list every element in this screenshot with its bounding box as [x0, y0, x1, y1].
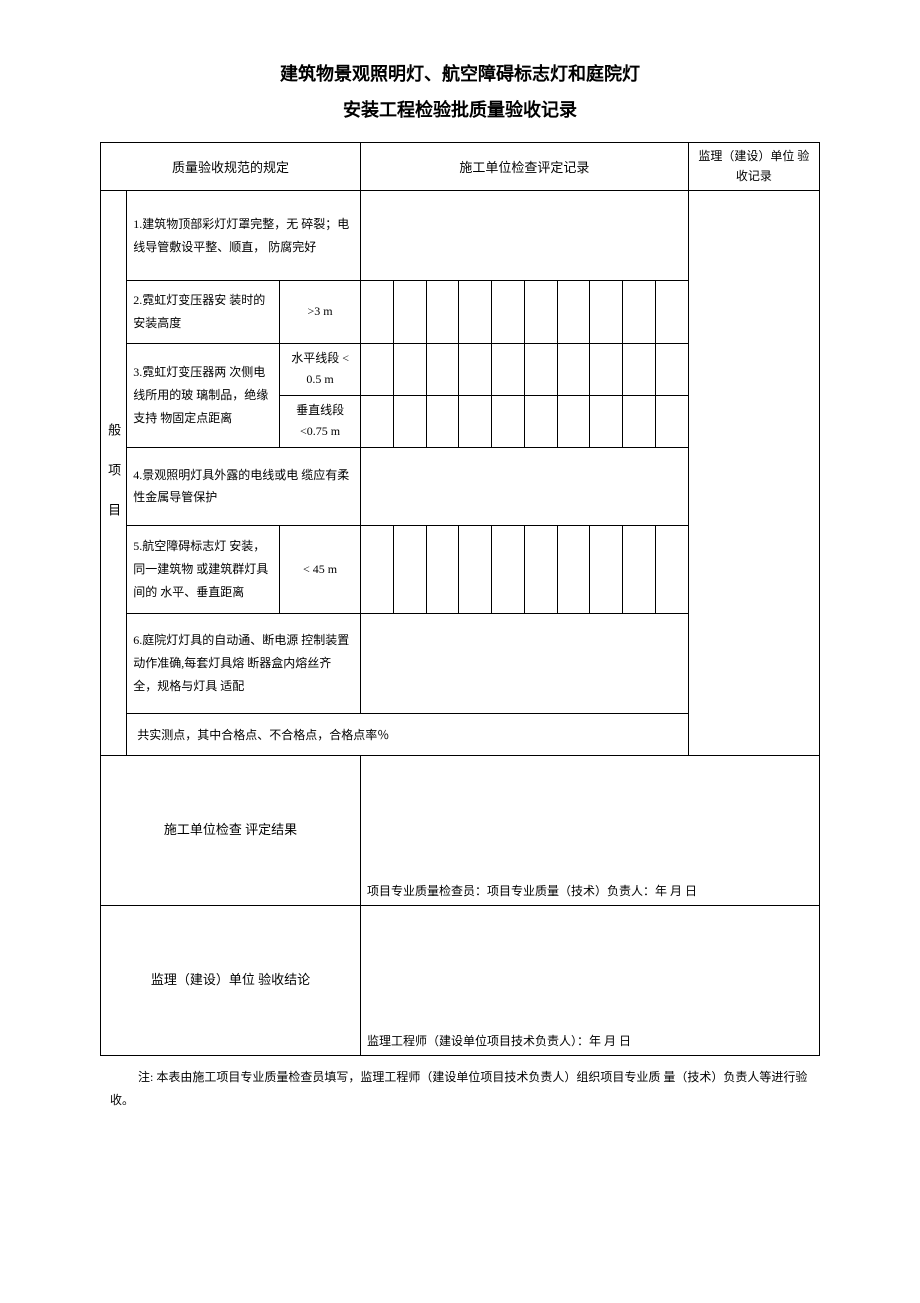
item-5-label: 5.航空障碍标志灯 安装，同一建筑物 或建筑群灯具间的 水平、垂直距离	[127, 525, 280, 613]
check-cell	[524, 281, 557, 344]
footnote-text: 注: 本表由施工项目专业质量检查员填写，监理工程师（建设单位项目技术负责人）组织…	[110, 1070, 807, 1107]
check-cell	[361, 281, 394, 344]
check-cell	[623, 395, 656, 447]
item-1-check	[361, 191, 689, 281]
check-cell	[459, 395, 492, 447]
check-cell	[655, 281, 688, 344]
check-cell	[426, 343, 459, 395]
check-cell	[623, 525, 656, 613]
check-cell	[492, 343, 525, 395]
title-line-2: 安装工程检验批质量验收记录	[100, 96, 820, 122]
item-5-spec: < 45 m	[280, 525, 361, 613]
check-cell	[623, 343, 656, 395]
sign-row2-label: 监理（建设）单位 验收结论	[101, 905, 361, 1055]
item-3-spec-b: 垂直线段 <0.75 m	[280, 395, 361, 447]
item-3-label: 3.霓虹灯变压器两 次侧电线所用的玻 璃制品，绝缘支持 物固定点距离	[127, 343, 280, 447]
check-cell	[393, 525, 426, 613]
item-6-check	[361, 613, 689, 713]
check-cell	[459, 281, 492, 344]
check-cell	[590, 343, 623, 395]
check-cell	[426, 281, 459, 344]
check-cell	[492, 281, 525, 344]
summary-text: 共实测点，其中合格点、不合格点，合格点率％	[127, 713, 820, 755]
check-cell	[492, 395, 525, 447]
check-cell	[524, 525, 557, 613]
side-category-label: 般 项 目	[101, 191, 127, 756]
sign-row1-body: 项目专业质量检查员：项目专业质量（技术）负责人：年 月 日	[361, 755, 820, 905]
item-4-check	[361, 447, 689, 525]
item-2-label: 2.霓虹灯变压器安 装时的安装高度	[127, 281, 280, 344]
item-4-text: 4.景观照明灯具外露的电线或电 缆应有柔性金属导管保护	[127, 447, 361, 525]
check-cell	[492, 525, 525, 613]
check-cell	[426, 525, 459, 613]
check-cell	[590, 525, 623, 613]
item-3-spec-a: 水平线段 < 0.5 m	[280, 343, 361, 395]
check-cell	[590, 281, 623, 344]
check-cell	[459, 343, 492, 395]
check-cell	[557, 281, 590, 344]
footnote: 注: 本表由施工项目专业质量检查员填写，监理工程师（建设单位项目技术负责人）组织…	[100, 1066, 820, 1112]
header-col-supervisor: 监理（建设）单位 验收记录	[688, 143, 819, 191]
item-1-text: 1.建筑物顶部彩灯灯罩完整，无 碎裂；电线导管敷设平整、顺直， 防腐完好	[127, 191, 361, 281]
check-cell	[393, 395, 426, 447]
inspection-table: 质量验收规范的规定 施工单位检查评定记录 监理（建设）单位 验收记录 般 项 目…	[100, 142, 820, 1056]
header-col-check: 施工单位检查评定记录	[361, 143, 689, 191]
check-cell	[524, 395, 557, 447]
check-cell	[623, 281, 656, 344]
check-cell	[524, 343, 557, 395]
check-cell	[361, 343, 394, 395]
title-line-1: 建筑物景观照明灯、航空障碍标志灯和庭院灯	[100, 60, 820, 86]
check-cell	[557, 343, 590, 395]
check-cell	[655, 395, 688, 447]
check-cell	[393, 343, 426, 395]
check-cell	[557, 525, 590, 613]
check-cell	[590, 395, 623, 447]
sign-row2-body: 监理工程师（建设单位项目技术负责人）：年 月 日	[361, 905, 820, 1055]
sign-row2-text: 监理工程师（建设单位项目技术负责人）：年 月 日	[367, 1032, 813, 1049]
sign-row1-label: 施工单位检查 评定结果	[101, 755, 361, 905]
supervisor-record-area	[688, 191, 819, 756]
item-6-text: 6.庭院灯灯具的自动通、断电源 控制装置动作准确,每套灯具熔 断器盒内熔丝齐全，…	[127, 613, 361, 713]
check-cell	[361, 525, 394, 613]
check-cell	[655, 525, 688, 613]
header-col-spec: 质量验收规范的规定	[101, 143, 361, 191]
check-cell	[393, 281, 426, 344]
check-cell	[655, 343, 688, 395]
check-cell	[426, 395, 459, 447]
sign-row1-text: 项目专业质量检查员：项目专业质量（技术）负责人：年 月 日	[367, 882, 813, 899]
item-2-spec: >3 m	[280, 281, 361, 344]
check-cell	[459, 525, 492, 613]
check-cell	[361, 395, 394, 447]
check-cell	[557, 395, 590, 447]
